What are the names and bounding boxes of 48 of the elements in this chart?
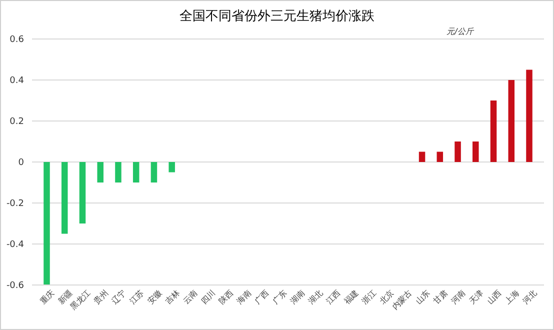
x-tick-label: 安徽 — [146, 288, 164, 306]
y-tick-label: 0 — [18, 158, 24, 168]
bar — [44, 162, 50, 285]
x-tick-label: 河南 — [450, 288, 468, 306]
bar — [132, 162, 140, 182]
bar — [418, 152, 426, 162]
x-tick-label: 甘肃 — [432, 288, 450, 306]
bar — [454, 142, 461, 162]
bar — [490, 100, 497, 162]
bar — [115, 162, 122, 182]
y-tick-label: 0.2 — [10, 116, 24, 127]
bar — [97, 162, 104, 182]
x-tick-label: 陕西 — [217, 288, 235, 306]
x-tick-label: 辽宁 — [110, 288, 128, 306]
y-tick-label: -0.6 — [6, 280, 24, 291]
x-tick-label: 湖南 — [288, 288, 306, 306]
y-tick-label: 0.4 — [10, 76, 24, 86]
bar — [168, 162, 175, 172]
x-tick-label: 四川 — [199, 288, 218, 306]
x-tick-label: 江西 — [324, 288, 342, 306]
chart-title: 全国不同省份外三元生猪均价涨跌 — [180, 9, 374, 24]
x-tick-label: 浙江 — [360, 288, 378, 306]
x-tick-label: 山东 — [414, 288, 432, 306]
x-tick-label: 福建 — [342, 288, 360, 306]
x-tick-label: 吉林 — [164, 288, 182, 306]
x-tick-label: 山西 — [485, 288, 504, 306]
text: 元/公斤 — [446, 27, 474, 36]
x-tick-label: 上海 — [503, 288, 521, 306]
y-tick-label: 0.6 — [10, 34, 24, 45]
x-tick-label: 海南 — [235, 288, 253, 306]
bar — [61, 162, 68, 234]
x-tick-label: 江苏 — [128, 288, 146, 306]
bar — [150, 162, 158, 182]
x-tick-label: 广西 — [253, 288, 271, 306]
bar — [526, 70, 532, 162]
x-tick-label: 河北 — [521, 288, 539, 306]
x-tick-label: 天津 — [467, 288, 486, 306]
y-tick-label: -0.2 — [6, 198, 24, 209]
bar — [436, 152, 444, 162]
x-tick-label: 贵州 — [92, 288, 110, 306]
x-tick-label: 湖北 — [306, 288, 324, 306]
bar — [79, 162, 86, 224]
bar — [472, 142, 479, 162]
x-tick-label: 广东 — [270, 288, 289, 306]
x-tick-label: 云南 — [182, 288, 200, 306]
bar — [508, 80, 515, 162]
y-tick-label: -0.4 — [6, 240, 24, 250]
x-tick-label: 重庆 — [38, 288, 56, 306]
